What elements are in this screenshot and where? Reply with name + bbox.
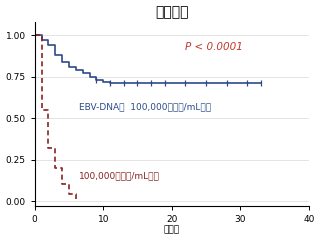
- Text: P < 0.0001: P < 0.0001: [185, 42, 243, 52]
- Title: 生存曲線: 生存曲線: [155, 6, 188, 19]
- Text: 100,000コピー/mL以上: 100,000コピー/mL以上: [79, 172, 160, 181]
- Text: EBV-DNA量  100,000コピー/mL未満: EBV-DNA量 100,000コピー/mL未満: [79, 102, 212, 111]
- X-axis label: （月）: （月）: [164, 225, 180, 234]
